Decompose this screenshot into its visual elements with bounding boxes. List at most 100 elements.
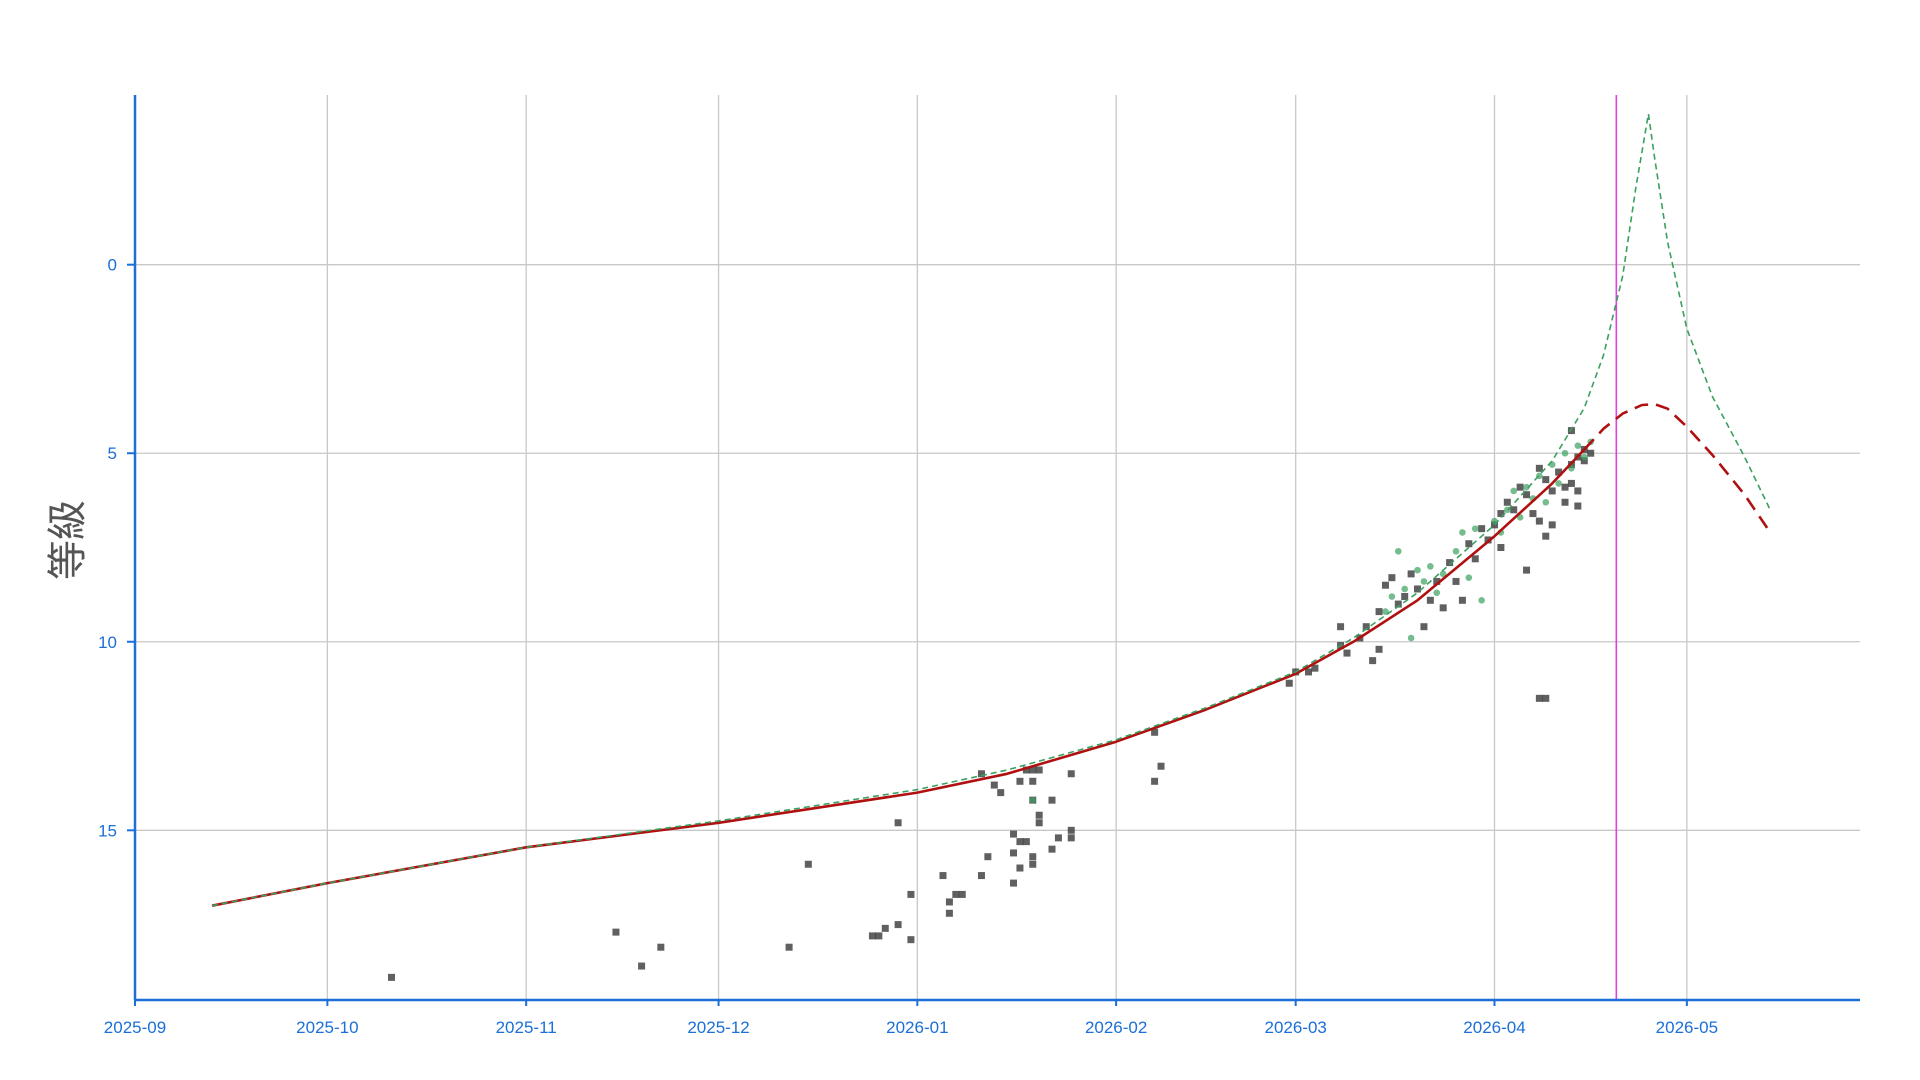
- observation-point-square: [1029, 777, 1037, 785]
- observation-point-square: [1420, 623, 1428, 631]
- observation-point-square: [1305, 668, 1313, 676]
- observation-point-square: [1523, 566, 1531, 574]
- observation-point-square: [1567, 479, 1575, 487]
- observation-point-square: [1151, 728, 1159, 736]
- observation-point-square: [1548, 521, 1556, 529]
- observation-point-square: [997, 789, 1005, 797]
- x-tick-label: 2025-12: [687, 1018, 749, 1037]
- series-layer: [211, 95, 1772, 1000]
- observation-point-square: [1010, 879, 1018, 887]
- observation-point-square: [638, 962, 646, 970]
- red-dashed-curve: [1583, 402, 1772, 534]
- observation-point-square: [977, 770, 985, 778]
- observation-point-square: [1022, 838, 1030, 846]
- observation-point-square: [1394, 600, 1402, 608]
- observation-point-square: [612, 928, 620, 936]
- observation-point-square: [881, 924, 889, 932]
- observation-point-square: [1465, 540, 1473, 548]
- observation-point-square: [1010, 830, 1018, 838]
- green-dashed-curve: [211, 113, 1771, 907]
- observation-point-circle: [1471, 525, 1479, 532]
- observation-point-square: [1414, 585, 1422, 593]
- observation-point-square: [1343, 649, 1351, 657]
- observation-point-square: [1439, 604, 1447, 612]
- observation-point-square: [1388, 574, 1396, 582]
- observation-point-square: [1497, 544, 1505, 551]
- observation-point-square: [939, 872, 947, 880]
- y-tick-label: 10: [98, 633, 117, 652]
- observation-point-square: [894, 819, 902, 827]
- observation-point-square: [1022, 766, 1030, 774]
- observation-point-circle: [1439, 570, 1447, 578]
- observation-point-square: [977, 872, 985, 880]
- observation-point-circle: [1388, 593, 1396, 600]
- observation-point-circle: [1420, 578, 1428, 585]
- observation-point-square: [1535, 464, 1543, 472]
- observation-point-circle: [1555, 480, 1562, 487]
- observation-point-square: [1029, 860, 1037, 868]
- observation-point-circle: [1510, 487, 1518, 495]
- observation-point-square: [1016, 864, 1024, 872]
- observation-point-square: [1337, 623, 1345, 631]
- observation-point-circle: [1523, 483, 1530, 491]
- observation-point-square: [1048, 845, 1056, 853]
- observation-point-circle: [1465, 574, 1473, 581]
- observation-point-square: [984, 853, 992, 861]
- observation-point-square: [907, 936, 915, 944]
- observation-point-circle: [1394, 547, 1402, 555]
- observation-point-square: [1587, 449, 1595, 457]
- observation-point-circle: [1407, 634, 1415, 642]
- observation-point-square: [1548, 487, 1556, 495]
- observation-point-square: [952, 890, 960, 898]
- observation-point-square: [1401, 593, 1409, 601]
- observation-point-square: [1458, 596, 1466, 604]
- y-tick-label: 0: [108, 256, 117, 275]
- observation-point-circle: [1401, 585, 1409, 593]
- observation-point-square: [1375, 608, 1383, 616]
- observation-point-square: [1029, 853, 1037, 861]
- x-tick-label: 2025-09: [104, 1018, 166, 1037]
- observation-point-square: [990, 781, 998, 789]
- observation-point-square: [1555, 468, 1563, 476]
- observation-point-square: [1157, 762, 1165, 770]
- observation-point-square: [1561, 498, 1569, 506]
- observation-point-square: [1529, 510, 1537, 518]
- x-tick-label: 2026-01: [886, 1018, 948, 1037]
- observation-point-circle: [1414, 566, 1421, 574]
- observation-point-square: [1503, 498, 1511, 506]
- observation-point-circle: [1478, 596, 1485, 604]
- observation-point-square: [1151, 777, 1159, 785]
- observation-point-square: [785, 943, 793, 951]
- observation-point-circle: [1542, 498, 1550, 506]
- observation-point-square: [1029, 766, 1037, 774]
- x-tick-label: 2025-10: [296, 1018, 358, 1037]
- observation-point-square: [1574, 502, 1582, 510]
- observation-point-square: [1561, 483, 1569, 491]
- x-tick-label: 2026-05: [1656, 1018, 1718, 1037]
- observation-point-square: [945, 909, 953, 917]
- observation-point-square: [1535, 517, 1543, 525]
- observation-point-square: [657, 943, 665, 951]
- observation-point-square: [1054, 834, 1062, 842]
- observation-point-circle: [1433, 589, 1441, 597]
- observation-point-circle: [1459, 529, 1466, 536]
- observation-point-square: [1375, 645, 1383, 653]
- observation-point-square: [1016, 838, 1024, 846]
- observation-point-square: [1433, 577, 1441, 585]
- x-tick-label: 2025-11: [496, 1018, 557, 1037]
- observation-point-square: [1516, 483, 1524, 491]
- observation-point-square: [1446, 559, 1454, 567]
- observation-point-square: [1035, 811, 1043, 819]
- observation-point-square: [958, 890, 966, 898]
- observation-point-square: [1407, 570, 1415, 578]
- observation-point-square: [1542, 694, 1550, 702]
- y-tick-label: 15: [98, 821, 117, 840]
- observation-point-square: [868, 932, 876, 940]
- observation-point-square: [1311, 664, 1319, 672]
- observation-point-square: [1426, 596, 1434, 604]
- observation-point-circle: [1561, 449, 1569, 457]
- observation-point-square: [875, 932, 883, 940]
- observation-point-square: [894, 921, 902, 929]
- observation-point-square: [1542, 476, 1550, 484]
- observation-point-square: [1010, 849, 1018, 857]
